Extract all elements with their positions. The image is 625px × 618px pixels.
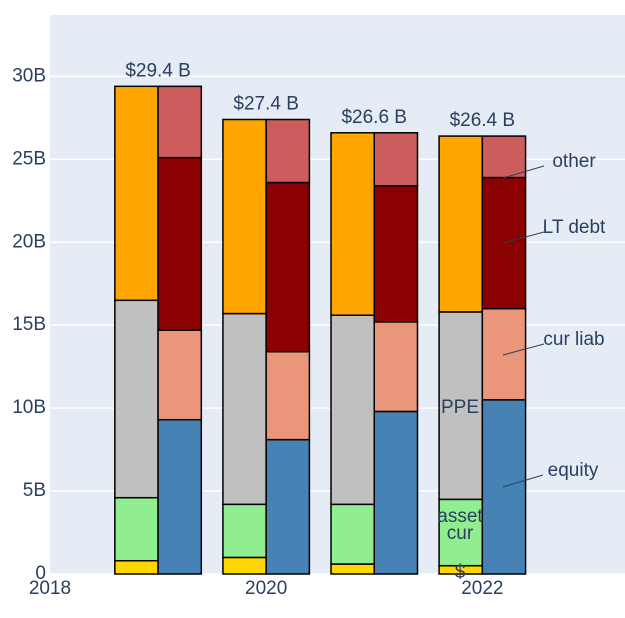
annotation: other	[552, 151, 596, 172]
bar-segment	[265, 438, 311, 575]
bar-segment	[373, 321, 419, 413]
bar-segment	[265, 118, 311, 184]
bar-segment	[438, 498, 484, 567]
bar-segment	[265, 350, 311, 441]
bar-segment	[114, 85, 159, 302]
bar-segment	[265, 181, 311, 353]
annotation-arrow	[502, 474, 544, 488]
y-tick-label: 30B	[12, 65, 46, 86]
bar-segment	[330, 563, 375, 575]
bar-segment	[330, 503, 375, 565]
bar-segment	[330, 132, 375, 316]
total-label: $26.6 B	[341, 107, 407, 128]
y-tick-label: 25B	[12, 148, 46, 169]
annotation: asset	[437, 506, 483, 527]
annotation-arrow	[502, 343, 545, 356]
bar-segment	[330, 314, 375, 506]
bar-segment	[438, 135, 484, 313]
x-tick-label: 2018	[29, 578, 71, 599]
bar-segment	[373, 410, 419, 575]
annotation: $	[455, 562, 466, 583]
y-tick-label: 20B	[12, 231, 46, 252]
bar-segment	[222, 118, 267, 315]
total-label: $27.4 B	[233, 94, 299, 115]
bar-segment	[222, 556, 267, 575]
bar-segment	[373, 185, 419, 323]
x-tick-label: 2022	[461, 578, 503, 599]
y-tick-label: 15B	[12, 314, 46, 335]
y-tick-label: 5B	[23, 480, 46, 501]
bar-segment	[157, 329, 203, 421]
bar-segment	[114, 496, 159, 562]
bar-segment	[222, 503, 267, 559]
y-tick-label: 0	[35, 563, 46, 584]
bar-segment	[157, 85, 203, 159]
bar-segment	[481, 307, 527, 401]
bar-segment	[373, 132, 419, 187]
annotation-arrow	[502, 231, 545, 244]
annotation: LT debt	[543, 217, 606, 238]
annotation: cur	[447, 523, 474, 544]
bar-segment	[157, 418, 203, 575]
annotation-arrow	[502, 165, 545, 179]
bar-segment	[157, 156, 203, 331]
annotation: PPE	[441, 397, 479, 418]
annotation: equity	[548, 460, 599, 481]
bar-segment	[481, 135, 527, 179]
bar-segment	[222, 312, 267, 506]
total-label: $29.4 B	[125, 60, 191, 81]
y-tick-label: 10B	[12, 397, 46, 418]
x-tick-label: 2020	[245, 578, 287, 599]
annotation: cur liab	[543, 329, 604, 350]
bar-segment	[114, 299, 159, 499]
bar-segment	[114, 559, 159, 575]
total-label: $26.4 B	[450, 110, 516, 131]
